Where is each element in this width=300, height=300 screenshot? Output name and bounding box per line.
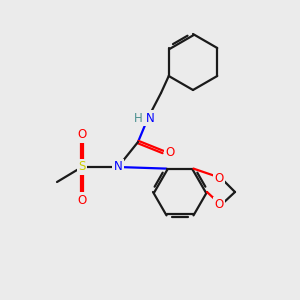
Text: N: N [114, 160, 122, 173]
Text: O: O [214, 199, 224, 212]
Text: N: N [146, 112, 154, 124]
Text: O: O [77, 194, 87, 206]
Text: O: O [77, 128, 87, 142]
Text: S: S [78, 160, 86, 173]
Text: O: O [214, 172, 224, 184]
Text: H: H [134, 112, 142, 124]
Text: O: O [165, 146, 175, 160]
